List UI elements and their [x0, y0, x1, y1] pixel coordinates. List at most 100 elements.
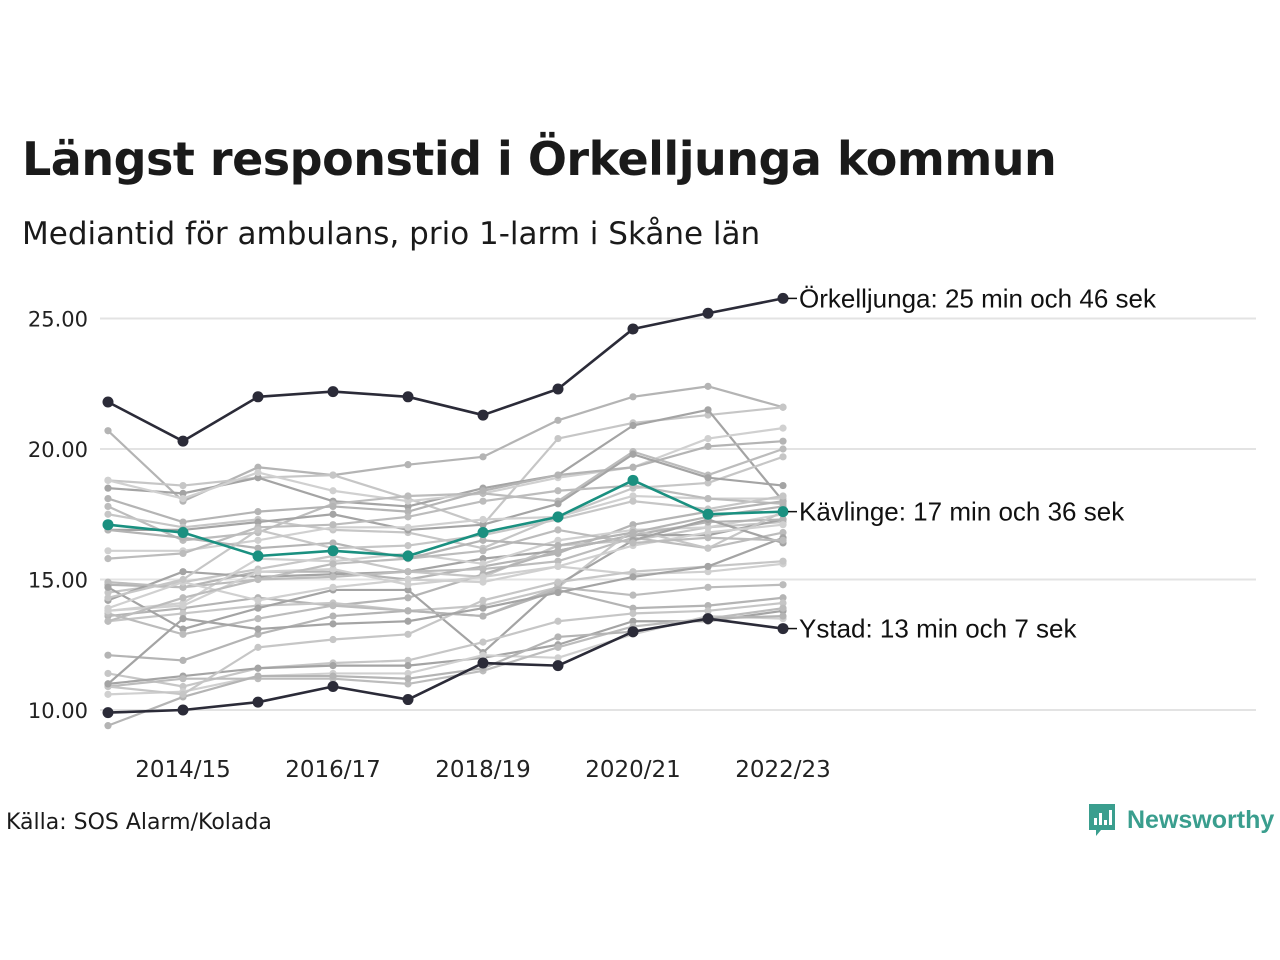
background-point [254, 526, 262, 534]
y-tick-label: 10.00 [28, 699, 88, 723]
background-line-path [107, 484, 784, 560]
y-tick-label: 25.00 [28, 308, 88, 332]
highlight-point [627, 626, 639, 638]
background-line-path [107, 494, 784, 599]
highlight-point [402, 391, 414, 403]
background-point [329, 662, 337, 670]
background-point [629, 497, 637, 505]
background-point [254, 575, 262, 584]
background-point [554, 541, 562, 550]
background-point [329, 539, 337, 547]
background-point [254, 463, 262, 471]
highlight-point [402, 694, 414, 706]
background-point [629, 528, 637, 537]
highlight-point [627, 323, 639, 335]
newsworthy-bar-chart-icon [1089, 804, 1115, 836]
source-note: Källa: SOS Alarm/Kolada [6, 810, 272, 835]
highlight-point [177, 435, 189, 447]
background-point [254, 643, 262, 651]
background-point [704, 568, 712, 576]
background-point [704, 583, 712, 591]
background-point [554, 526, 562, 534]
background-point [104, 594, 112, 602]
background-point [779, 403, 787, 411]
background-point [554, 578, 562, 586]
background-point [629, 393, 637, 401]
background-point [104, 578, 112, 586]
background-point [404, 581, 412, 589]
background-point [104, 555, 112, 563]
background-point [329, 612, 337, 620]
background-point [479, 521, 487, 529]
background-point [479, 555, 487, 563]
background-point [779, 515, 787, 524]
line-chart: 10.00 15.00 20.00 25.00 2014/15 2016/17 2018/… [28, 283, 1256, 783]
background-point [479, 651, 487, 659]
newsworthy-logo[interactable]: Newsworthy [1087, 802, 1274, 838]
background-point [554, 557, 562, 565]
background-point [179, 609, 187, 618]
background-point [104, 617, 112, 625]
background-point [329, 635, 337, 644]
background-point [179, 568, 187, 576]
background-line-path [107, 447, 784, 542]
background-point [554, 588, 562, 597]
background-point [254, 596, 262, 604]
background-point [629, 450, 637, 458]
background-point [554, 617, 562, 625]
background-point [179, 630, 187, 638]
background-point [254, 508, 262, 516]
background-point [104, 669, 112, 678]
background-point [479, 536, 487, 544]
background-point [779, 599, 787, 607]
background-point [554, 416, 562, 424]
highlight-point [402, 550, 414, 562]
background-point [404, 669, 412, 678]
background-point [779, 492, 787, 500]
highlight-point [177, 704, 189, 716]
background-line-path [107, 601, 784, 688]
background-point [179, 489, 187, 497]
highlight-point [702, 508, 714, 520]
background-point [779, 521, 787, 529]
background-point [704, 562, 712, 571]
background-point [104, 510, 112, 518]
background-line-path [107, 560, 784, 696]
highlight-labels: Örkelljunga: 25 min och 46 sek Kävlinge: … [788, 283, 1157, 644]
background-point [179, 518, 187, 526]
background-point [404, 586, 412, 594]
background-point [779, 594, 787, 602]
highlight-point [327, 386, 339, 398]
highlight-point [777, 623, 789, 635]
background-point [554, 471, 562, 479]
highlight-series-kävlinge [102, 474, 789, 562]
background-point [329, 510, 337, 518]
background-point [179, 656, 187, 665]
highlight-series-ystad [102, 613, 789, 719]
background-point [104, 607, 112, 615]
background-point [404, 461, 412, 469]
highlight-label-örkelljunga: Örkelljunga: 25 min och 46 sek [799, 283, 1157, 313]
background-point [779, 557, 787, 565]
background-point [554, 547, 562, 555]
background-point [479, 638, 487, 646]
background-point [554, 643, 562, 651]
highlight-point [252, 391, 264, 403]
background-line-path [107, 520, 784, 594]
background-line-path [107, 609, 784, 685]
background-point [404, 675, 412, 683]
background-point [779, 481, 787, 490]
highlight-series-örkelljunga [102, 292, 789, 447]
highlight-point [102, 519, 114, 531]
background-point [404, 607, 412, 615]
background-point [479, 515, 487, 524]
background-point [779, 453, 787, 461]
background-point [179, 583, 187, 591]
background-point [104, 680, 112, 688]
background-point [104, 583, 112, 591]
background-point [404, 656, 412, 665]
y-tick-label: 20.00 [28, 438, 88, 462]
highlight-point [702, 307, 714, 319]
background-point [704, 382, 712, 390]
background-point [629, 463, 637, 471]
